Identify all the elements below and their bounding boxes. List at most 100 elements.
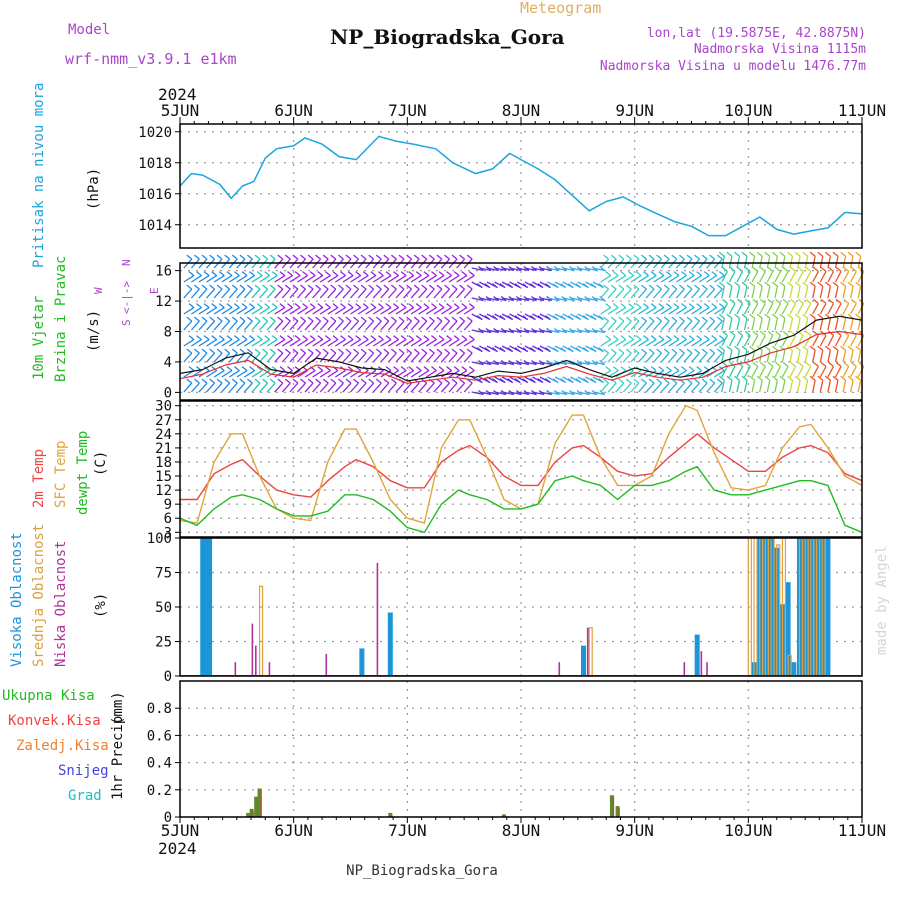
precip-legend-conv: Konvek.Kisa (8, 713, 101, 729)
wind-barb (585, 361, 598, 366)
clouds-ytick-label: 100 (147, 531, 172, 547)
wind-barb (312, 339, 324, 347)
wind-barb (206, 320, 216, 331)
wind-barb (418, 288, 428, 299)
wind-barb (804, 286, 809, 299)
wind-barb (289, 320, 299, 331)
wind-barb (721, 366, 728, 378)
wind-barb-flag (665, 366, 672, 372)
wind-barb-flag (716, 284, 723, 290)
wind-barb-flag (216, 348, 223, 354)
model-name: wrf-nmm_v3.9.1 e1km (65, 50, 237, 68)
wind-barb (418, 307, 430, 315)
wind-barb-flag (262, 378, 269, 384)
wind-barb (562, 297, 575, 302)
wind-barb (198, 382, 208, 393)
wind-barb-flag (324, 335, 331, 341)
wind-barb-flag (612, 271, 619, 277)
wind-barb (797, 271, 804, 283)
precip-bar (257, 788, 262, 817)
wind-barb (501, 391, 514, 396)
wind-barb-flag (188, 303, 195, 309)
wind-barb-flag (438, 271, 445, 277)
wind-barb-flag (850, 361, 857, 367)
wind-barb (585, 267, 598, 272)
wind-barb-flag (269, 284, 276, 290)
wind-barb (827, 303, 835, 315)
wind-barb (736, 256, 741, 269)
wind-barb-flag (545, 315, 551, 321)
wind-barb-flag (368, 316, 375, 322)
wind-barb-flag (241, 335, 248, 341)
wind-barb (645, 382, 655, 393)
wind-barb (198, 352, 208, 363)
wind-barb (698, 288, 708, 299)
wind-barb (395, 382, 405, 393)
wind-barb (645, 288, 655, 299)
wind-barb (698, 275, 710, 283)
wind-barb-flag (802, 313, 809, 319)
clouds-border (179, 537, 863, 677)
wind-barb (789, 318, 794, 331)
wind-barb (638, 352, 647, 363)
wind-barb (759, 318, 763, 331)
wind-barb-flag (193, 348, 200, 354)
wind-barb-flag (277, 316, 284, 322)
wind-barb-flag (209, 316, 216, 322)
wind-barb (501, 297, 514, 302)
wind-barb (342, 275, 354, 283)
wind-barb-flag (231, 378, 238, 384)
wind-barb (380, 288, 390, 299)
wind-barb-flag (317, 335, 324, 341)
wind-barb-flag (671, 348, 678, 354)
wind-barb (789, 271, 797, 283)
wind-barb-flag (446, 366, 453, 372)
wind-barb-flag (196, 303, 202, 309)
wind-barb (675, 370, 687, 378)
wind-barb-flag (759, 298, 766, 304)
wind-barb-flag (370, 335, 377, 341)
wind-barb (554, 267, 567, 272)
wind-barb (759, 256, 763, 269)
wind-barb (592, 297, 605, 302)
wind-barb (479, 361, 492, 366)
wind-barb-flag (605, 271, 612, 277)
wind-barb-flag (216, 378, 223, 384)
wind-barb (448, 320, 458, 331)
wind-barb (289, 288, 299, 299)
wind-barb (463, 288, 473, 299)
wind-barb-flag (370, 303, 377, 309)
wind-barb-flag (809, 375, 816, 381)
wind-barb-flag (249, 335, 256, 341)
wind-barb (418, 382, 428, 393)
wind-barb-flag (345, 348, 352, 354)
wind-barb-flag (375, 348, 382, 354)
wind-barb-flag (678, 284, 685, 290)
wind-barb-flag (209, 254, 216, 260)
wind-barb-flag (709, 348, 716, 354)
wind-barb (198, 320, 208, 331)
wind-barb-flag (850, 266, 857, 272)
wind-ytick-label: 0 (164, 385, 172, 401)
wind-barb-flag (300, 284, 306, 290)
wind-barb (304, 288, 314, 299)
wind-barb (691, 370, 703, 378)
wind-barb (274, 339, 286, 347)
wind-barb-flag (711, 271, 718, 277)
wind-barb-flag (734, 345, 740, 351)
wind-barb-flag (718, 303, 725, 309)
wind-barb (812, 256, 816, 269)
wind-barb (796, 380, 801, 393)
wind-barb-flag (347, 271, 354, 277)
wind-barb (796, 256, 801, 269)
wind-barb-flag (648, 378, 655, 384)
wind-barb (804, 303, 812, 315)
wind-barb-flag (262, 316, 269, 322)
wind-barb (751, 303, 759, 315)
wind-barb-flag (324, 366, 331, 372)
wind-barb-flag (408, 271, 415, 277)
wind-barb (789, 335, 797, 347)
wind-barb (600, 370, 612, 378)
wind-barb-flag (701, 378, 708, 384)
wind-barb-flag (284, 378, 291, 384)
